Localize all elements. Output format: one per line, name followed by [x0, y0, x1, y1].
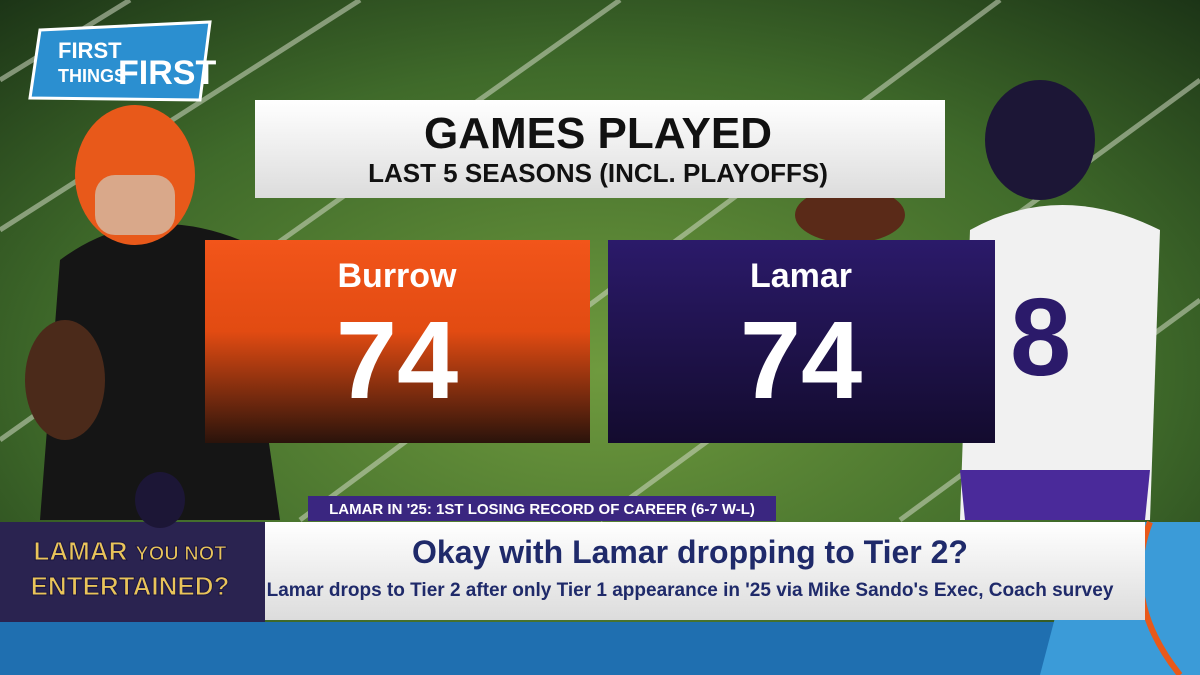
player-value: 74 [740, 299, 862, 422]
player-name: Lamar [750, 257, 852, 295]
graphic-title: GAMES PLAYED [424, 109, 772, 158]
ticker-bar [308, 496, 776, 521]
segment-text: YOU NOT [135, 543, 226, 565]
segment-panel [0, 522, 265, 622]
player-name: Burrow [338, 257, 458, 295]
bottom-band [0, 622, 1200, 675]
segment-text: LAMAR [34, 536, 128, 566]
segment-text: LAMAR YOU NOT [34, 536, 227, 566]
show-logo: FIRST THINGS FIRST [28, 20, 216, 102]
segment-text: ENTERTAINED? [31, 571, 230, 601]
player-panel [205, 240, 590, 443]
logo-text: FIRST [118, 54, 216, 92]
ticker-text: LAMAR IN '25: 1ST LOSING RECORD OF CAREE… [329, 501, 755, 518]
player-value: 74 [336, 299, 458, 422]
subline: Lamar drops to Tier 2 after only Tier 1 … [267, 580, 1114, 601]
logo-text: THINGS [58, 66, 126, 86]
lamar-figure: 8 [795, 80, 1160, 520]
logo-text: FIRST [58, 38, 122, 63]
player-panel [608, 240, 995, 443]
headline: Okay with Lamar dropping to Tier 2? [412, 534, 968, 570]
segment-figure [135, 472, 185, 528]
title-box [255, 100, 945, 198]
lower-third-bar [265, 522, 1145, 620]
graphic-subtitle: LAST 5 SEASONS (INCL. PLAYOFFS) [368, 158, 828, 188]
jersey-number: 8 [1010, 276, 1071, 399]
